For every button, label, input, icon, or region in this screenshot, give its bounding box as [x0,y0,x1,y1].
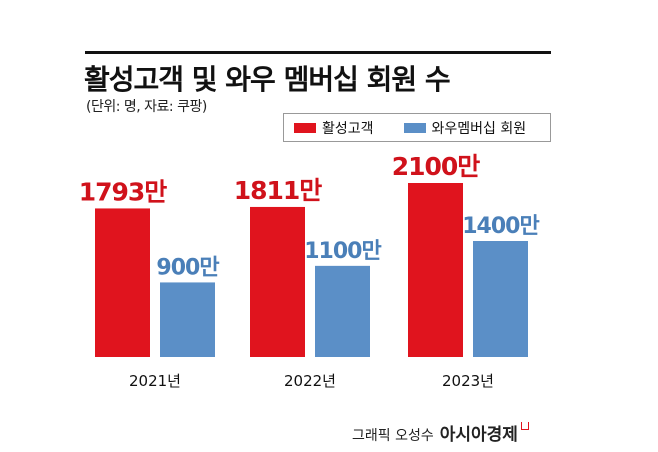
bar [315,265,370,357]
x-tick-label: 2022년 [284,372,336,390]
bar [408,183,463,357]
bar [250,206,305,357]
data-label: 1400만 [462,214,539,239]
chart-subtitle: (단위: 명, 자료: 쿠팡) [86,99,207,115]
x-tick-label: 2023년 [442,372,494,390]
bar [473,241,528,357]
x-tick-label: 2021년 [129,372,181,390]
data-label: 900만 [156,255,219,280]
bar [160,282,215,357]
brand-mark-icon [520,422,529,430]
legend-label: 와우멤버십 회원 [431,120,527,137]
credit-text: 그래픽 오성수 [352,428,434,444]
bar [95,208,150,357]
brand-logo: 아시아경제 [439,425,518,445]
data-label: 1100만 [304,239,381,264]
data-label: 2100만 [392,152,481,181]
legend-swatch [403,122,426,133]
title-rule [85,51,551,54]
chart-title: 활성고객 및 와우 멤버십 회원 수 [84,63,451,96]
legend-item-active: 활성고객 [294,118,374,138]
legend: 활성고객 와우멤버십 회원 [283,113,551,142]
credit: 그래픽 오성수 아시아경제 [352,420,529,445]
data-label: 1811만 [234,176,323,205]
legend-swatch [294,122,316,133]
legend-label: 활성고객 [322,120,374,137]
legend-item-wow: 와우멤버십 회원 [403,118,527,138]
data-label: 1793만 [79,177,168,206]
